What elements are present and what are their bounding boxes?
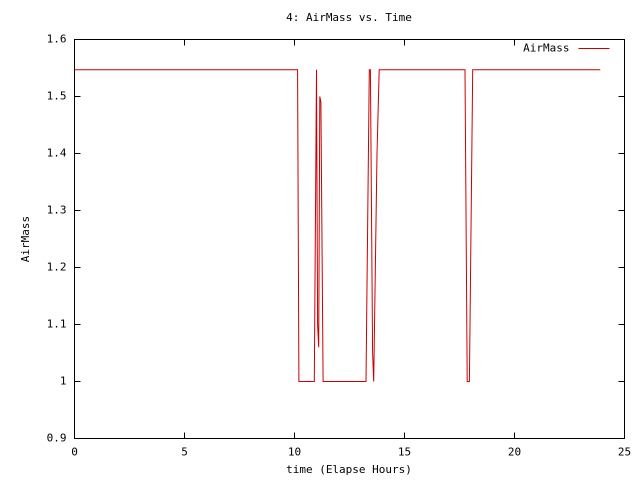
y-tick-label: 1 <box>60 375 67 388</box>
x-tick-label: 0 <box>71 446 78 459</box>
y-tick-label: 1.6 <box>47 33 67 46</box>
x-tick-label: 5 <box>181 446 188 459</box>
data-line <box>74 69 601 382</box>
y-tick-label: 1.4 <box>47 147 67 160</box>
x-tick-label: 15 <box>398 446 411 459</box>
y-tick-label: 1.1 <box>47 318 67 331</box>
y-tick-label: 1.2 <box>47 261 67 274</box>
legend-label: AirMass <box>523 42 569 55</box>
chart-title: 4: AirMass vs. Time <box>286 11 412 24</box>
y-tick-label: 1.5 <box>47 90 67 103</box>
x-tick-label: 10 <box>288 446 301 459</box>
y-tick-label: 1.3 <box>47 204 67 217</box>
y-axis-label: AirMass <box>19 216 32 262</box>
x-axis-label: time (Elapse Hours) <box>286 463 412 476</box>
plot-frame <box>74 39 625 439</box>
x-tick-label: 25 <box>618 446 631 459</box>
x-tick-label: 20 <box>508 446 521 459</box>
y-tick-label: 0.9 <box>47 432 67 445</box>
